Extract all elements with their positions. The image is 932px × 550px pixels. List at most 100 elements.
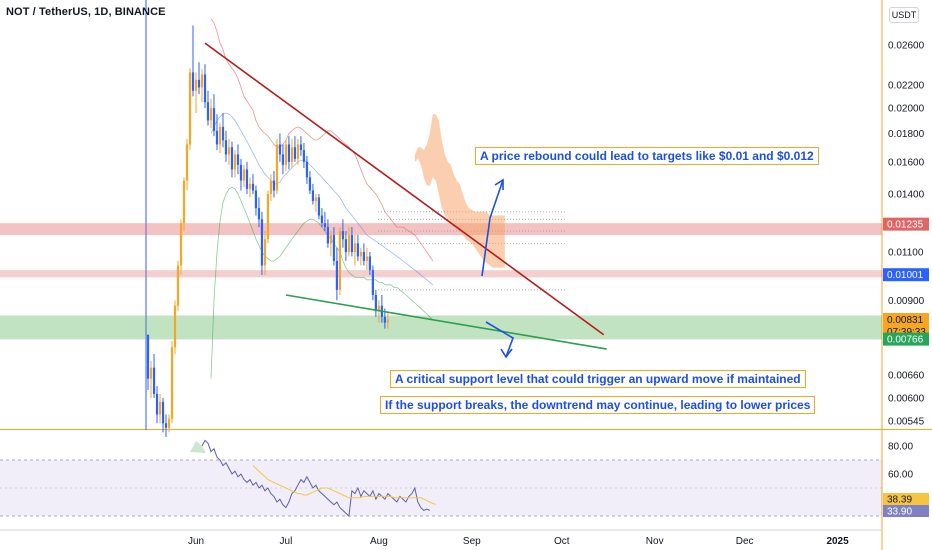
candle-body-50 xyxy=(296,144,300,159)
time-label-3: Sep xyxy=(463,536,481,547)
candle-body-66 xyxy=(344,239,347,253)
candle-body-72 xyxy=(362,252,365,261)
currency-button[interactable]: USDT xyxy=(889,7,919,23)
candle-body-31 xyxy=(239,164,243,181)
price-tag-label-2: 0.00831 xyxy=(887,315,924,326)
candle-body-60 xyxy=(326,227,330,244)
candle-body-58 xyxy=(320,215,324,224)
candle-body-76 xyxy=(374,295,377,312)
candle-body-80 xyxy=(386,319,389,323)
price-tag-label-0: 0.01235 xyxy=(887,220,924,231)
zone-support xyxy=(0,315,882,340)
candle-body-70 xyxy=(356,243,359,257)
trendline-downtrend xyxy=(204,42,605,336)
candle-body-23 xyxy=(215,130,219,145)
candle-body-41 xyxy=(269,180,273,194)
candle-body-8 xyxy=(170,347,174,419)
candle-body-40 xyxy=(266,193,270,240)
band-lower-line xyxy=(210,186,434,379)
candle-body-22 xyxy=(212,108,216,131)
ichimoku-cloud xyxy=(414,114,505,268)
price-tick-label-9: 0.00600 xyxy=(888,393,925,404)
symbol-title[interactable]: NOT / TetherUS, 1D, BINANCE xyxy=(6,6,166,18)
price-tag-bg-0 xyxy=(883,217,929,231)
candle-body-64 xyxy=(338,231,342,290)
price-tag-label-1: 0.01001 xyxy=(887,270,924,281)
rebound-annotation[interactable]: A price rebound could lead to targets li… xyxy=(475,147,819,165)
candle-body-9 xyxy=(173,305,177,348)
time-label-2: Aug xyxy=(370,536,388,547)
rsi-pane xyxy=(0,439,882,518)
rsi-tick-label-1: 60.00 xyxy=(888,470,913,481)
zone-resistance xyxy=(0,223,882,236)
candle-body-62 xyxy=(332,235,336,261)
candle-body-21 xyxy=(209,108,213,121)
candle-body-42 xyxy=(272,180,276,191)
price-tick-label-1: 0.02200 xyxy=(888,81,925,92)
trendline-support-trend xyxy=(285,294,607,350)
candle-body-14 xyxy=(188,72,192,145)
candle-body-47 xyxy=(287,144,291,162)
candle-body-54 xyxy=(308,177,312,191)
time-axis: Jun Jul Aug Sep Oct Nov Dec 2025 xyxy=(188,536,849,547)
candle-body-30 xyxy=(236,154,240,165)
candle-body-24 xyxy=(218,126,222,145)
time-label-4: Oct xyxy=(554,536,570,547)
price-tag-bg-2 xyxy=(883,312,929,326)
time-label-6: Dec xyxy=(736,536,754,547)
price-tag-label-4: 0.00766 xyxy=(887,335,924,346)
candle-body-34 xyxy=(248,183,252,189)
price-tick-label-0: 0.02600 xyxy=(888,41,925,52)
candle-body-28 xyxy=(230,147,234,170)
candle-body-77 xyxy=(377,305,380,312)
candle-body-46 xyxy=(284,144,288,165)
rsi-ma-line xyxy=(252,465,436,505)
candle-body-2 xyxy=(152,367,156,394)
rebound-arrow-path xyxy=(481,179,504,277)
rsi-tick-label-0: 80.00 xyxy=(888,442,913,453)
rsi-tag-bg-0 xyxy=(883,493,929,505)
candle-body-73 xyxy=(365,256,368,261)
candle-body-35 xyxy=(251,183,255,191)
rsi-tag-bg-1 xyxy=(883,505,929,517)
candle-body-68 xyxy=(350,235,353,253)
candle-body-55 xyxy=(311,190,315,201)
price-tag-bg-4 xyxy=(883,332,929,346)
candle-body-26 xyxy=(224,140,228,155)
price-axis: 0.02600 0.02200 0.02000 0.01800 0.01600 0.014… xyxy=(883,41,929,518)
candle-body-1 xyxy=(149,367,153,379)
price-tick-label-4: 0.01600 xyxy=(888,157,925,168)
price-tick-label-10: 0.00545 xyxy=(888,417,925,428)
candle-body-57 xyxy=(317,197,321,216)
breakdown-annotation[interactable]: If the support breaks, the downtrend may… xyxy=(380,396,816,414)
trendline-layer xyxy=(204,42,607,359)
candle-body-69 xyxy=(353,243,356,253)
candle-body-11 xyxy=(179,223,183,266)
candle-body-17 xyxy=(197,79,201,88)
candle-body-45 xyxy=(281,154,285,165)
candle-body-3 xyxy=(155,393,159,415)
candle-body-10 xyxy=(176,265,180,306)
support-annotation[interactable]: A critical support level that could trig… xyxy=(390,370,806,388)
candle-body-74 xyxy=(368,256,371,271)
price-zones xyxy=(0,211,882,340)
candle-body-6 xyxy=(164,423,168,428)
candle-body-20 xyxy=(206,102,210,121)
candle-body-52 xyxy=(302,150,306,162)
candle-body-43 xyxy=(275,144,279,191)
band-middle-line xyxy=(210,112,434,286)
candle-body-25 xyxy=(221,126,225,141)
price-tick-label-7: 0.00900 xyxy=(888,296,925,307)
candle-body-12 xyxy=(182,180,186,224)
time-label-7: 2025 xyxy=(826,536,849,547)
candle-body-63 xyxy=(335,260,339,290)
zone-lower-resistance xyxy=(0,270,882,278)
price-tick-label-8: 0.00660 xyxy=(888,370,925,381)
candle-body-71 xyxy=(359,252,362,257)
candle-body-0 xyxy=(146,334,150,379)
candle-body-49 xyxy=(293,147,297,159)
rsi-tag-label-1: 33.90 xyxy=(887,507,912,518)
candle-body-51 xyxy=(299,144,303,151)
